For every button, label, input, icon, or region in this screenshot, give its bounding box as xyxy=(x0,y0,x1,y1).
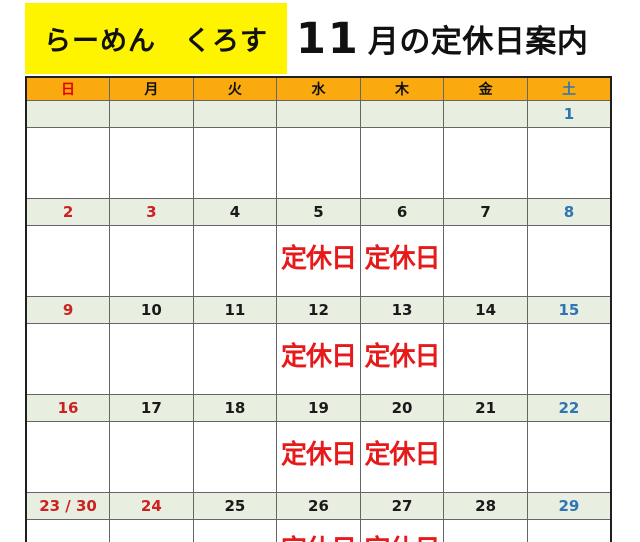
empty-day-cell xyxy=(276,127,361,199)
empty-day-cell xyxy=(526,127,612,199)
date-cell: 26 xyxy=(276,492,361,520)
date-cell xyxy=(109,100,194,128)
date-cell: 2 xyxy=(25,198,111,226)
date-cell: 18 xyxy=(192,394,278,422)
date-cell: 10 xyxy=(109,296,194,324)
month-number: 11 xyxy=(296,13,360,64)
date-cell: 13 xyxy=(359,296,445,324)
empty-day-cell xyxy=(25,519,111,542)
closed-day-label: 定休日 xyxy=(359,225,445,297)
date-cell: 6 xyxy=(359,198,445,226)
date-cell: 8 xyxy=(526,198,612,226)
empty-day-cell xyxy=(443,127,528,199)
empty-day-cell xyxy=(25,323,111,395)
weekday-header-sat: 土 xyxy=(526,76,612,101)
empty-day-cell xyxy=(443,519,528,542)
date-cell: 28 xyxy=(443,492,528,520)
weekday-header-mon: 月 xyxy=(109,76,194,101)
date-cell: 22 xyxy=(526,394,612,422)
empty-day-cell xyxy=(526,225,612,297)
closed-day-label: 定休日 xyxy=(276,323,361,395)
date-cell: 1 xyxy=(526,100,612,128)
date-cell xyxy=(276,100,361,128)
empty-day-cell xyxy=(443,421,528,493)
date-cell: 21 xyxy=(443,394,528,422)
content-row: 定休日定休日 xyxy=(25,225,612,297)
date-cell: 19 xyxy=(276,394,361,422)
date-cell: 20 xyxy=(359,394,445,422)
closed-day-label: 定休日 xyxy=(276,421,361,493)
empty-day-cell xyxy=(192,421,278,493)
content-row: 定休日定休日 xyxy=(25,421,612,493)
empty-day-cell xyxy=(443,225,528,297)
empty-day-cell xyxy=(359,127,445,199)
weekday-header-sun: 日 xyxy=(25,76,111,101)
empty-day-cell xyxy=(25,127,111,199)
empty-day-cell xyxy=(109,323,194,395)
empty-day-cell xyxy=(192,323,278,395)
date-cell: 24 xyxy=(109,492,194,520)
empty-day-cell xyxy=(25,225,111,297)
date-row: 16 17 18 19 20 21 22 xyxy=(25,394,612,422)
weekday-header-fri: 金 xyxy=(443,76,528,101)
date-row: 9 10 11 12 13 14 15 xyxy=(25,296,612,324)
date-cell: 11 xyxy=(192,296,278,324)
date-cell: 16 xyxy=(25,394,111,422)
date-cell: 3 xyxy=(109,198,194,226)
date-row: 1 xyxy=(25,100,612,128)
date-cell xyxy=(25,100,111,128)
empty-day-cell xyxy=(25,421,111,493)
empty-day-cell xyxy=(526,323,612,395)
weekday-header-row: 日月火水木金土 xyxy=(25,76,612,101)
closed-day-label: 定休日 xyxy=(359,323,445,395)
title-bar: らーめん くろす 11 月の定休日案内 xyxy=(25,3,588,74)
date-cell: 14 xyxy=(443,296,528,324)
page-title: 11 月の定休日案内 xyxy=(296,14,588,64)
date-row: 23 / 30 24 25 26 27 28 29 xyxy=(25,492,612,520)
date-cell: 12 xyxy=(276,296,361,324)
date-cell xyxy=(192,100,278,128)
empty-day-cell xyxy=(192,519,278,542)
date-cell: 23 / 30 xyxy=(25,492,111,520)
empty-day-cell xyxy=(109,127,194,199)
date-cell: 9 xyxy=(25,296,111,324)
date-cell: 7 xyxy=(443,198,528,226)
date-cell: 17 xyxy=(109,394,194,422)
closed-day-label: 定休日 xyxy=(359,421,445,493)
weekday-header-tue: 火 xyxy=(192,76,278,101)
empty-day-cell xyxy=(526,519,612,542)
date-cell: 4 xyxy=(192,198,278,226)
empty-day-cell xyxy=(192,225,278,297)
closed-day-label: 定休日 xyxy=(276,519,361,542)
date-cell xyxy=(443,100,528,128)
weekday-header-wed: 水 xyxy=(276,76,361,101)
shop-name-text: らーめん くろす xyxy=(44,26,268,57)
date-cell: 5 xyxy=(276,198,361,226)
shop-name-highlight: らーめん くろす xyxy=(25,3,287,74)
empty-day-cell xyxy=(109,421,194,493)
empty-day-cell xyxy=(192,127,278,199)
weekday-header-thu: 木 xyxy=(359,76,445,101)
calendar-table: 日月火水木金土 1 2 3 4 5 6 7 8 定休日 定休日 9 10 11 12 13 14 15 定休日 定休日… xyxy=(25,76,612,542)
empty-day-cell xyxy=(443,323,528,395)
empty-day-cell xyxy=(109,225,194,297)
closed-day-label: 定休日 xyxy=(276,225,361,297)
date-cell: 15 xyxy=(526,296,612,324)
date-cell: 29 xyxy=(526,492,612,520)
closed-day-label: 定休日 xyxy=(359,519,445,542)
date-cell xyxy=(359,100,445,128)
date-cell: 27 xyxy=(359,492,445,520)
date-cell: 25 xyxy=(192,492,278,520)
empty-day-cell xyxy=(526,421,612,493)
heading-text: 月の定休日案内 xyxy=(367,24,589,60)
content-row xyxy=(25,127,612,199)
empty-day-cell xyxy=(109,519,194,542)
content-row: 定休日定休日 xyxy=(25,323,612,395)
